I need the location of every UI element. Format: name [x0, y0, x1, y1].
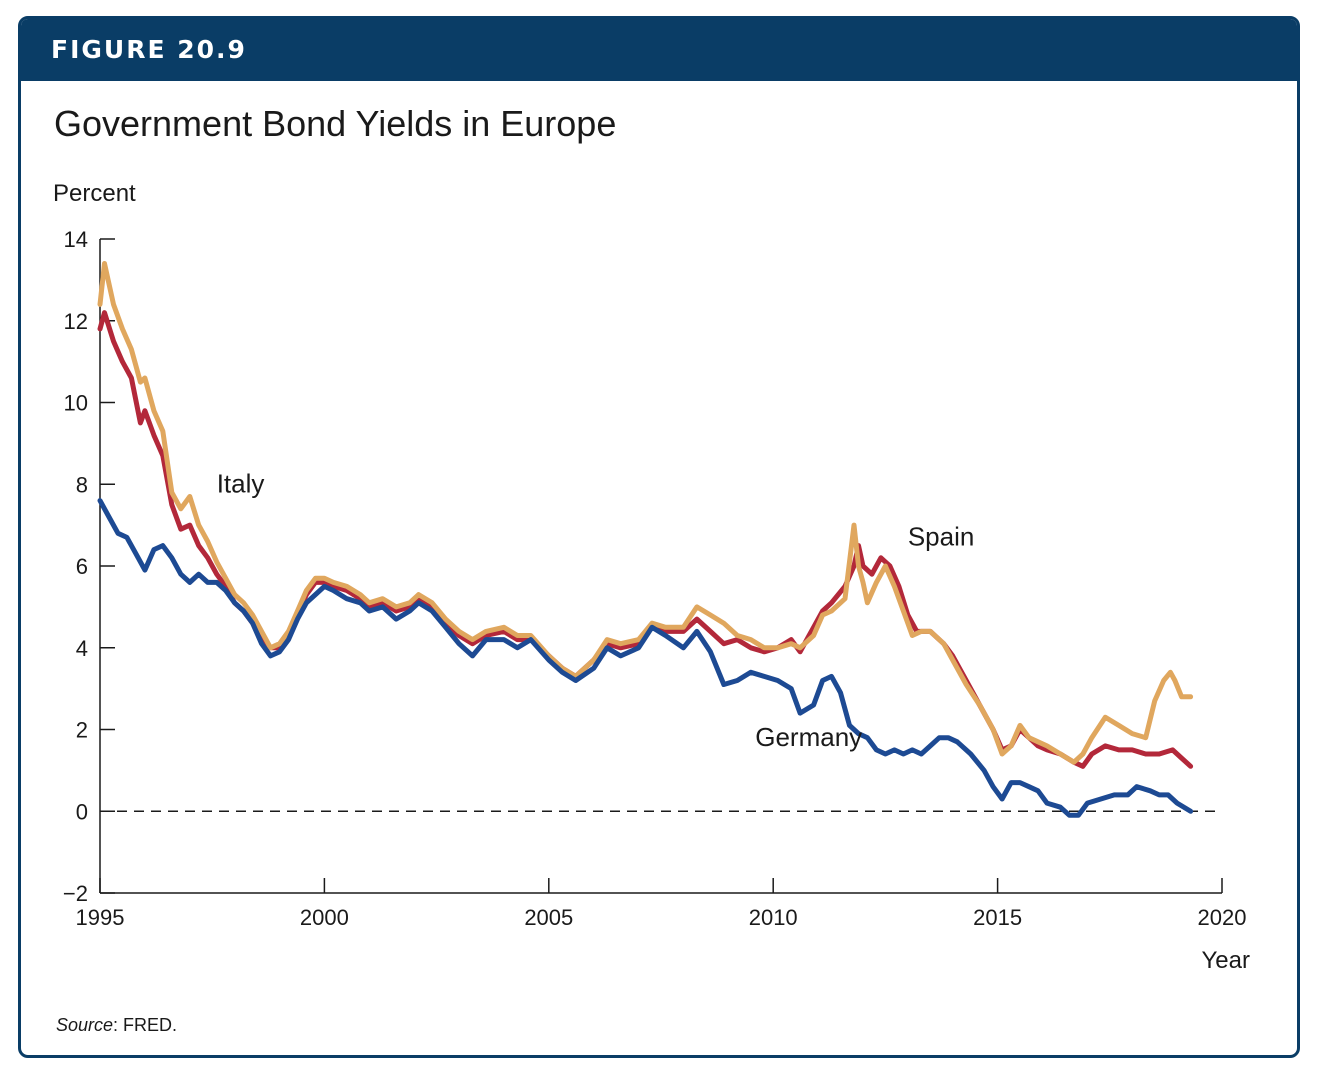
y-tick-label: 14 [64, 227, 88, 252]
x-tick-label: 2010 [749, 905, 798, 930]
axes: −2 0 2 4 6 8 10 12 14 1995 2000 2005 2010 2015 2020 [63, 227, 1247, 930]
x-tick-label: 1995 [76, 905, 125, 930]
figure-frame: FIGURE 20.9 Government Bond Yields in Eu… [18, 16, 1300, 1058]
series-label-italy: Italy [217, 468, 265, 498]
annotation-layer: Italy Spain Germany [217, 468, 975, 751]
source-prefix: Source [56, 1015, 114, 1035]
y-tick-label: −2 [63, 881, 88, 906]
x-tick-label: 2020 [1198, 905, 1247, 930]
series-layer [97, 261, 1194, 818]
series-label-spain: Spain [908, 522, 975, 552]
y-tick-label: 8 [76, 472, 88, 497]
series-line-spain [97, 261, 1194, 765]
series-line-italy [97, 310, 1194, 769]
source-text: : FRED. [113, 1015, 178, 1035]
y-tick-label: 0 [76, 799, 88, 824]
y-tick-label: 4 [76, 636, 88, 661]
x-axis-title: Year [1202, 947, 1251, 974]
series-line-germany [97, 498, 1194, 818]
y-tick-label: 12 [64, 309, 88, 334]
x-tick-label: 2015 [973, 905, 1022, 930]
source-note: Source: FRED. [56, 1015, 177, 1036]
y-tick-label: 2 [76, 718, 88, 743]
x-tick-label: 2000 [300, 905, 349, 930]
y-axis-title: Percent [53, 180, 136, 207]
y-tick-label: 6 [76, 554, 88, 579]
figure-label: FIGURE 20.9 [51, 35, 247, 64]
x-tick-label: 2005 [524, 905, 573, 930]
series-label-germany: Germany [755, 722, 862, 752]
chart-title: Government Bond Yields in Europe [54, 103, 617, 144]
figure-banner: FIGURE 20.9 [21, 19, 1297, 81]
y-tick-label: 10 [64, 391, 88, 416]
